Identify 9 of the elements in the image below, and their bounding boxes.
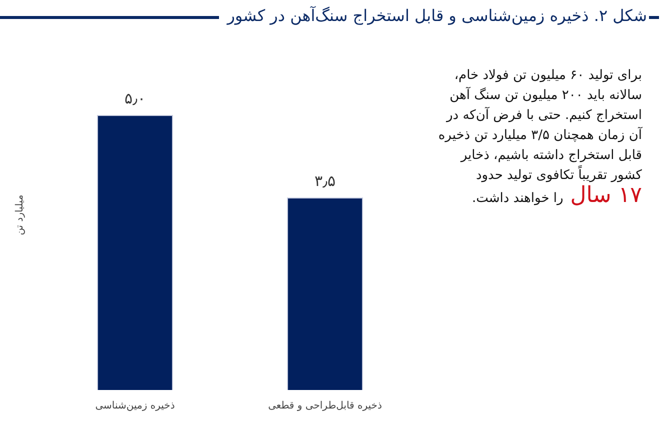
text: ۱۷ سال: [569, 183, 642, 208]
data-label: ۵٫۰: [124, 89, 146, 108]
y-axis-title: میلیارد تن: [14, 194, 26, 236]
data-label: ۳٫۵: [314, 172, 336, 190]
x-tick-label: ذخیره زمین‌شناسی: [95, 400, 175, 412]
chart-title: شکل ۲. ذخیره زمین‌شناسی و قابل استخراج سنگ‌آهن در کشور: [227, 6, 647, 25]
text: را خواهند داشت.: [472, 191, 564, 206]
text: برای تولید ۶۰ میلیون تن فولاد خام، سالانه باید ۲۰۰ میلیون تن سنگ آهن استخراج کنیم. حتی با فرض آن‌که در آن زمان همچنان ۳/۵ میلیارد تن ذخیره قابل استخراج داشته باشیم، ذخایر کشور تقریباً تکافوی تولید حدود: [438, 68, 642, 183]
x-tick-label: ذخیره قابل‌طراحی و قطعی: [268, 400, 382, 412]
